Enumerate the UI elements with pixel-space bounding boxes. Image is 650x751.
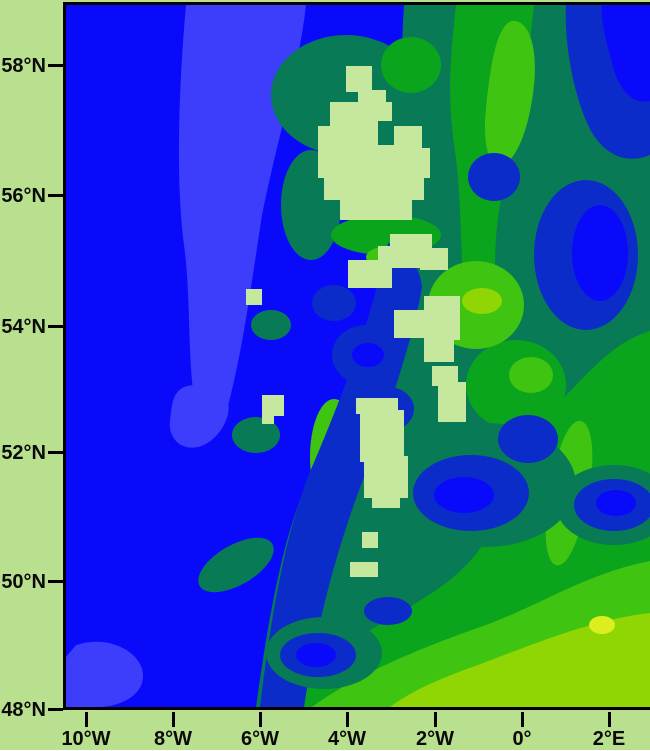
sea-deep-patch bbox=[312, 285, 356, 321]
sea-peak-spot bbox=[589, 616, 615, 634]
land-mask-north-england bbox=[348, 234, 448, 288]
y-tick-label: 56°N bbox=[1, 185, 46, 207]
sea-mid-patch bbox=[198, 537, 274, 593]
y-tick bbox=[48, 451, 63, 454]
map-canvas bbox=[66, 5, 650, 707]
sea-low-core bbox=[601, 5, 650, 102]
x-tick bbox=[85, 712, 88, 727]
sea-lowest-patch bbox=[169, 384, 229, 448]
y-tick bbox=[48, 194, 63, 197]
x-tick-label: 2°W bbox=[416, 728, 454, 750]
sea-higher-patch bbox=[509, 357, 553, 393]
plot-area bbox=[63, 2, 650, 710]
sea-deep-patch bbox=[498, 415, 558, 463]
land-mask-wales-south-england bbox=[356, 398, 408, 508]
y-tick bbox=[48, 64, 63, 67]
sea-highest-patch bbox=[462, 288, 502, 314]
sea-inlet bbox=[378, 121, 394, 145]
land-mask-scotland bbox=[318, 66, 430, 220]
y-tick-label: 58°N bbox=[1, 55, 46, 77]
land-mask-southwest-england bbox=[350, 532, 378, 577]
x-tick bbox=[259, 712, 262, 727]
sea-mid-streak bbox=[540, 20, 576, 170]
x-tick bbox=[608, 712, 611, 727]
y-tick-label: 50°N bbox=[1, 571, 46, 593]
x-tick-label: 6°W bbox=[241, 728, 279, 750]
y-tick-label: 54°N bbox=[1, 316, 46, 338]
x-tick bbox=[172, 712, 175, 727]
land-mask-midlands bbox=[394, 296, 460, 362]
land-mask-ireland bbox=[246, 289, 284, 424]
sea-mid-patch bbox=[251, 310, 291, 340]
x-tick bbox=[521, 712, 524, 727]
sea-highest-region bbox=[390, 613, 650, 707]
x-tick bbox=[434, 712, 437, 727]
sea-low-core bbox=[434, 477, 494, 513]
sea-high-patch bbox=[381, 37, 441, 93]
sea-low-core bbox=[596, 490, 636, 516]
y-tick-label: 52°N bbox=[1, 442, 46, 464]
y-tick bbox=[48, 580, 63, 583]
sea-higher-streak bbox=[484, 20, 535, 167]
x-tick-label: 2°E bbox=[592, 728, 626, 750]
sea-deep-patch bbox=[468, 153, 520, 201]
x-tick-label: 0° bbox=[512, 728, 532, 750]
x-tick bbox=[346, 712, 349, 727]
x-tick-label: 10°W bbox=[61, 728, 111, 750]
sea-low-core bbox=[296, 643, 336, 667]
sea-low-core bbox=[352, 343, 384, 367]
x-tick-label: 4°W bbox=[328, 728, 366, 750]
sea-low-core bbox=[572, 205, 628, 301]
y-tick bbox=[48, 708, 63, 711]
sea-mid-patch bbox=[232, 417, 280, 453]
y-tick bbox=[48, 325, 63, 328]
x-tick-label: 8°W bbox=[154, 728, 192, 750]
land-mask-east-england bbox=[432, 366, 466, 422]
sea-lowest-patch bbox=[66, 641, 143, 707]
sea-deep-patch bbox=[364, 597, 412, 625]
y-tick-label: 48°N bbox=[1, 699, 46, 721]
